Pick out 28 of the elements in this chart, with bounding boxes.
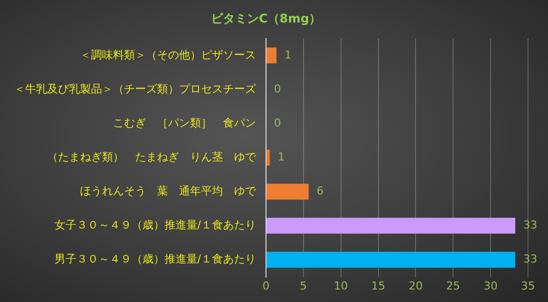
bar	[266, 218, 516, 234]
bar	[266, 184, 309, 200]
data-label: 6	[316, 184, 324, 198]
x-tick-label: 35	[521, 279, 535, 292]
x-tick-label: 25	[446, 279, 460, 292]
y-tick-label: 女子３０～４９（歳）推進量/１食あたり	[54, 218, 256, 232]
bar	[266, 150, 270, 166]
data-label: 0	[274, 116, 281, 130]
x-tick-label: 15	[371, 279, 386, 292]
data-label: 1	[278, 150, 285, 164]
y-tick-label: こむぎ ［パン類］ 食パン	[113, 116, 256, 130]
bar	[266, 252, 516, 268]
bar	[266, 47, 276, 64]
chart-title: ビタミンC（8mg）	[210, 11, 322, 26]
y-tick-label: ＜牛乳及び乳製品＞（チーズ類）プロセスチーズ	[14, 82, 257, 96]
y-tick-label: ＜調味料類＞（その他）ピザソース	[80, 48, 256, 62]
data-label: 33	[523, 252, 538, 266]
y-tick-label: （たまねぎ類） たまねぎ りん茎 ゆで	[47, 150, 257, 164]
data-label: 33	[523, 218, 538, 232]
y-tick-label: 男子３０～４９（歳）推進量/１食あたり	[54, 252, 256, 266]
data-label: 1	[284, 48, 292, 62]
x-tick-label: 20	[408, 279, 423, 292]
x-tick-label: 5	[300, 279, 307, 292]
x-tick-label: 30	[484, 279, 498, 292]
data-label: 0	[274, 82, 281, 96]
y-tick-label: ほうれんそう 葉 通年平均 ゆで	[80, 184, 257, 198]
x-tick-label: 10	[334, 279, 348, 292]
x-tick-label: 0	[262, 279, 270, 292]
